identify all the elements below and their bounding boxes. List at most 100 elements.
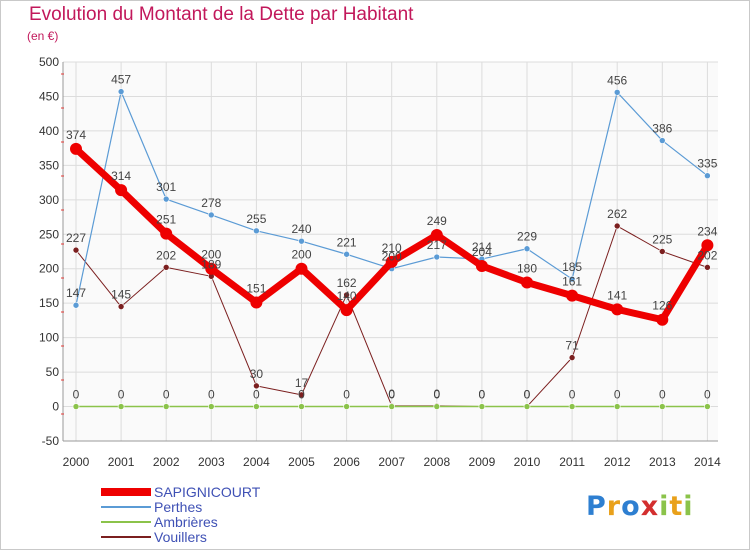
- data-point: [613, 222, 621, 230]
- data-label: 0: [524, 388, 531, 402]
- data-point: [523, 245, 531, 253]
- data-label: 217: [427, 238, 447, 252]
- data-label: 0: [659, 388, 666, 402]
- data-label: 0: [479, 388, 486, 402]
- legend-label: SAPIGNICOURT: [154, 484, 261, 500]
- x-tick-label: 2004: [243, 455, 270, 469]
- y-tick-label: -50: [42, 434, 60, 448]
- data-label: 221: [337, 235, 357, 249]
- legend-label: Ambrières: [154, 514, 218, 530]
- y-tick-label: 500: [39, 55, 59, 69]
- x-tick-label: 2010: [514, 455, 541, 469]
- data-label: 229: [517, 230, 537, 244]
- x-tick-label: 2008: [423, 455, 450, 469]
- data-label: 0: [163, 388, 170, 402]
- data-label: 162: [337, 276, 357, 290]
- data-label: 145: [111, 288, 131, 302]
- data-label: 0: [704, 388, 711, 402]
- data-point: [701, 239, 714, 252]
- data-label: 225: [652, 233, 672, 247]
- data-point: [611, 303, 624, 316]
- data-point: [521, 276, 533, 289]
- data-label: 0: [433, 388, 440, 402]
- data-label: 0: [343, 388, 350, 402]
- data-label: 456: [607, 73, 627, 87]
- data-point: [523, 403, 531, 410]
- data-label: 126: [652, 299, 672, 313]
- data-point: [117, 88, 125, 95]
- data-point: [566, 289, 579, 302]
- x-tick-label: 2005: [288, 455, 315, 469]
- data-point: [298, 391, 305, 399]
- data-label: 180: [517, 262, 537, 276]
- legend-label: Vouillers: [154, 529, 207, 545]
- data-label: 214: [472, 240, 492, 254]
- data-point: [160, 227, 173, 240]
- logo-letter: r: [606, 491, 622, 522]
- data-label: 0: [614, 388, 621, 402]
- data-point: [704, 172, 711, 179]
- data-label: 161: [562, 275, 582, 289]
- y-tick-label: 450: [39, 89, 59, 103]
- x-tick-label: 2006: [333, 455, 360, 469]
- data-point: [70, 142, 82, 155]
- data-label: 0: [73, 388, 80, 402]
- data-point: [115, 184, 128, 197]
- data-point: [117, 303, 125, 310]
- legend-swatch: [101, 536, 151, 538]
- data-label: 262: [607, 207, 627, 221]
- y-tick-label: 400: [39, 124, 59, 138]
- data-label: 0: [569, 388, 576, 402]
- data-point: [162, 195, 170, 203]
- data-label: 202: [697, 248, 717, 262]
- logo-letter: i: [659, 491, 670, 522]
- data-point: [658, 403, 666, 410]
- y-tick-label: 350: [39, 158, 59, 172]
- data-point: [613, 89, 621, 96]
- data-label: 0: [298, 388, 305, 402]
- data-label: 210: [382, 241, 402, 255]
- data-point: [298, 237, 305, 245]
- data-point: [658, 248, 666, 255]
- data-label: 204: [472, 245, 492, 259]
- data-point: [656, 313, 669, 326]
- data-label: 189: [201, 257, 221, 271]
- y-tick-label: 0: [52, 400, 59, 414]
- data-label: 234: [697, 224, 717, 238]
- data-point: [205, 262, 218, 275]
- data-point: [340, 304, 353, 317]
- data-label: 374: [66, 128, 86, 142]
- data-label: 278: [201, 196, 221, 210]
- y-tick-label: 50: [46, 365, 60, 379]
- data-point: [343, 403, 350, 410]
- data-label: 0: [253, 388, 260, 402]
- x-tick-label: 2001: [108, 455, 135, 469]
- data-label: 30: [250, 367, 264, 381]
- data-point: [72, 403, 80, 410]
- data-point: [253, 382, 260, 390]
- data-point: [208, 211, 215, 219]
- data-point: [568, 275, 576, 283]
- data-point: [72, 301, 80, 309]
- data-point: [704, 264, 711, 271]
- x-tick-label: 2014: [694, 455, 721, 469]
- data-label: 141: [607, 288, 627, 302]
- data-label: 17: [295, 376, 309, 390]
- data-label: 147: [66, 286, 86, 300]
- chart-subtitle: (en €): [27, 29, 59, 43]
- x-tick-label: 2011: [559, 455, 585, 469]
- data-label: 314: [111, 169, 131, 183]
- data-point: [253, 227, 260, 235]
- data-point: [343, 291, 350, 299]
- x-tick-label: 2012: [604, 455, 631, 469]
- data-point: [478, 403, 486, 410]
- data-point: [162, 264, 170, 271]
- data-label: 140: [337, 289, 357, 303]
- data-point: [704, 403, 711, 410]
- chart-title: Evolution du Montant de la Dette par Hab…: [29, 4, 414, 25]
- data-label: 0: [208, 388, 215, 402]
- data-label: 227: [66, 231, 86, 245]
- data-point: [433, 253, 441, 261]
- x-tick-label: 2009: [469, 455, 496, 469]
